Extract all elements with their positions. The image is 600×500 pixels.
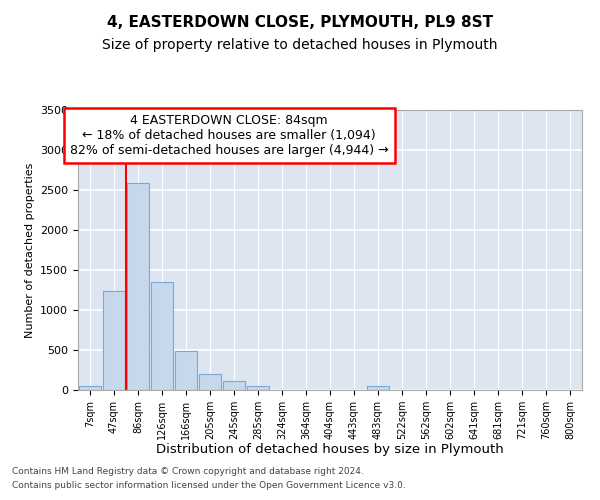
Bar <box>151 282 173 390</box>
Text: 4 EASTERDOWN CLOSE: 84sqm
← 18% of detached houses are smaller (1,094)
82% of se: 4 EASTERDOWN CLOSE: 84sqm ← 18% of detac… <box>70 114 389 157</box>
Bar <box>127 183 149 390</box>
Bar <box>199 374 221 390</box>
Bar <box>175 351 197 390</box>
Bar <box>247 386 269 390</box>
Bar <box>79 386 101 390</box>
Text: Contains public sector information licensed under the Open Government Licence v3: Contains public sector information licen… <box>12 481 406 490</box>
Bar <box>223 381 245 390</box>
Text: Contains HM Land Registry data © Crown copyright and database right 2024.: Contains HM Land Registry data © Crown c… <box>12 468 364 476</box>
Bar <box>367 386 389 390</box>
Y-axis label: Number of detached properties: Number of detached properties <box>25 162 35 338</box>
Bar <box>103 291 125 390</box>
Text: 4, EASTERDOWN CLOSE, PLYMOUTH, PL9 8ST: 4, EASTERDOWN CLOSE, PLYMOUTH, PL9 8ST <box>107 15 493 30</box>
Text: Size of property relative to detached houses in Plymouth: Size of property relative to detached ho… <box>102 38 498 52</box>
Text: Distribution of detached houses by size in Plymouth: Distribution of detached houses by size … <box>156 442 504 456</box>
